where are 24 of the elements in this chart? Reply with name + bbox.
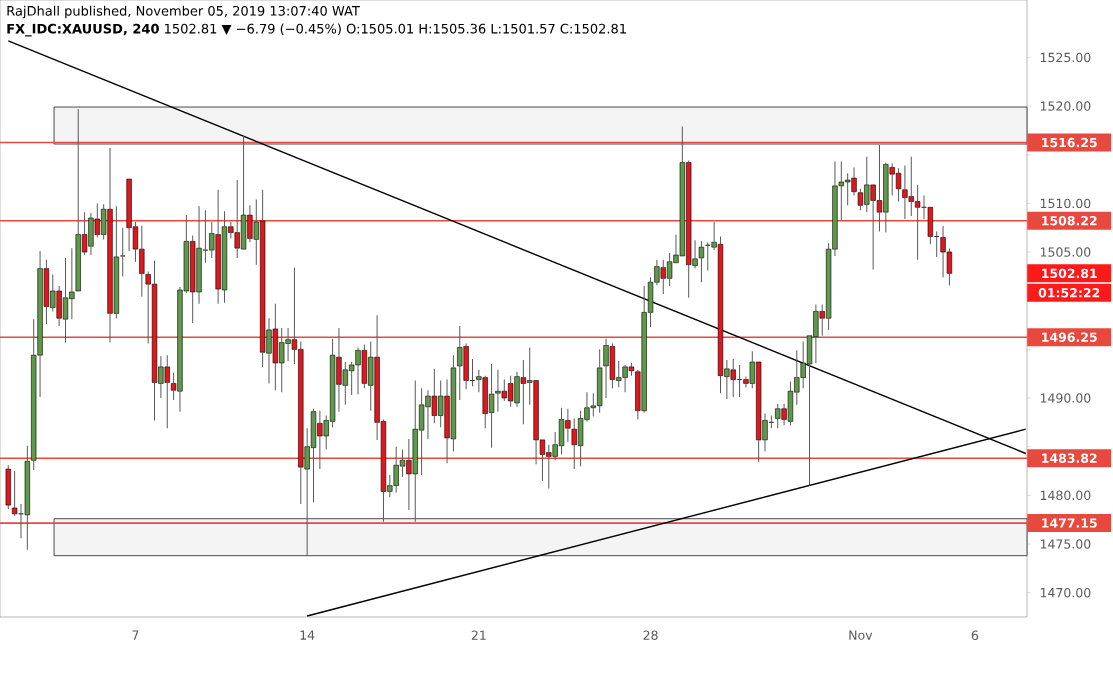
y-tick-label: 1480.00 — [1040, 490, 1091, 501]
ref-line-label: 1508.22 — [1042, 215, 1097, 226]
text: 01:52:22 — [1038, 288, 1100, 298]
text: FX_IDC:XAUUSD, 240 1502.81 ▼ −6.79 (−0.45%) O:1505.01 H:1505.36 L:1501.57 C:1502.81 — [7, 23, 626, 37]
ref-line-label: 1516.25 — [1042, 137, 1097, 148]
x-tick-label: 6 — [971, 630, 979, 640]
y-tick-label: 1475.00 — [1040, 539, 1091, 549]
ref-line-label: 1477.15 — [1042, 518, 1097, 528]
y-tick-label: 1490.00 — [1040, 393, 1091, 403]
x-tick-label: 28 — [643, 630, 658, 640]
text: 1502.81 — [1042, 268, 1097, 279]
x-tick-label: 21 — [471, 630, 486, 640]
ref-line-label: 1496.25 — [1042, 332, 1097, 342]
y-tick-label: 1520.00 — [1040, 101, 1091, 111]
y-tick-label: 1525.00 — [1040, 52, 1091, 63]
y-tick-label: 1510.00 — [1040, 198, 1091, 209]
x-tick-label: Nov — [849, 630, 873, 640]
x-tick-label: 14 — [300, 630, 315, 640]
x-tick-label: 7 — [132, 630, 139, 640]
chart-title: RajDhall published, November 05, 2019 13:07:40 WAT — [7, 5, 360, 19]
ref-line-label: 1483.82 — [1042, 453, 1097, 463]
y-tick-label: 1470.00 — [1040, 587, 1091, 598]
y-tick-label: 1505.00 — [1040, 247, 1091, 257]
candlestick — [5, 464, 11, 510]
